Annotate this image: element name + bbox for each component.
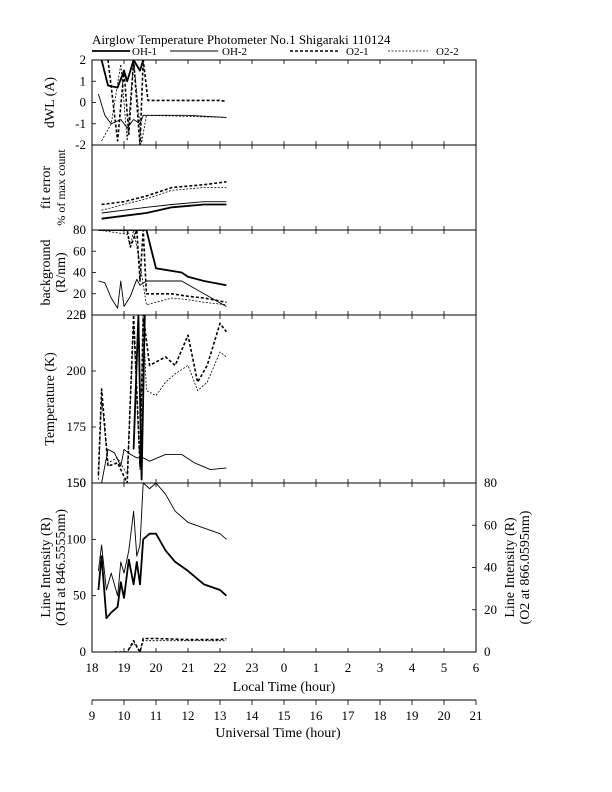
legend-label-oh-1: OH-1: [132, 46, 157, 58]
y-axis-title: fit error: [39, 166, 54, 209]
x2-tick-label: 17: [342, 708, 356, 723]
series-line-o2-2: [114, 640, 227, 652]
y-axis-title: Line Intensity (R): [39, 517, 54, 618]
y-tick-label: 60: [73, 243, 86, 258]
x-tick-label: 2: [345, 660, 352, 675]
x2-tick-label: 10: [118, 708, 131, 723]
x2-tick-label: 19: [406, 708, 419, 723]
y-axis-title: background: [39, 239, 54, 305]
x-tick-label: 23: [246, 660, 259, 675]
series-line-o2-1: [97, 315, 228, 483]
x-tick-label: 20: [150, 660, 163, 675]
y-right-axis-title: Line Intensity (R): [503, 517, 518, 618]
y-tick-label: 20: [73, 286, 86, 301]
x-tick-label: 18: [86, 660, 99, 675]
y-tick-label: 200: [67, 363, 87, 378]
x-tick-label: 3: [377, 660, 384, 675]
panel-3: 80 60 40 20 0 background (R/nm): [39, 222, 477, 322]
series-line-o2-2: [101, 60, 227, 144]
x2-tick-label: 12: [182, 708, 195, 723]
y-tick-label: 150: [67, 475, 87, 490]
x-tick-label: 6: [473, 660, 480, 675]
y-tick-label: 0: [80, 644, 87, 659]
series-line-oh-2: [98, 278, 227, 309]
panel-1: 2 1 0 -1 -2 dWL (A): [43, 52, 477, 152]
panel-4: 225 200 175 150 Temperature (K): [43, 307, 477, 490]
x2-tick-label: 11: [150, 708, 163, 723]
x2-tick-label: 9: [89, 708, 96, 723]
legend-label-oh-2: OH-2: [222, 46, 247, 58]
x-tick-label: 1: [313, 660, 320, 675]
chart-title: Airglow Temperature Photometer No.1 Shig…: [92, 32, 391, 47]
legend: OH-1 OH-2 O2-1 O2-2: [92, 46, 459, 58]
series-line-o2-1: [107, 60, 227, 145]
y-tick-label: 225: [67, 307, 87, 322]
series-line-oh-1: [98, 230, 227, 287]
series-line-o2-2: [101, 187, 227, 211]
x2-tick-label: 15: [278, 708, 291, 723]
series-line-o2-2: [98, 315, 227, 480]
y-tick-label: 50: [73, 588, 86, 603]
y-tick-label: 2: [80, 52, 87, 67]
y-right-tick-label: 80: [484, 475, 497, 490]
panel-frame: [91, 144, 477, 231]
y-right-tick-label: 0: [484, 644, 491, 659]
series-line-oh-1: [100, 60, 145, 89]
y-axis-title: Temperature (K): [43, 352, 58, 446]
y-tick-label: 150: [67, 475, 87, 490]
series-line-o2-1: [98, 230, 227, 304]
y-axis-title: (R/nm): [54, 252, 69, 293]
y-tick-label: -1: [75, 116, 86, 131]
x2-tick-label: 21: [470, 708, 483, 723]
y-tick-label: 1: [80, 73, 87, 88]
y-tick-label: 100: [67, 531, 87, 546]
x2-axis-title: Universal Time (hour): [215, 726, 341, 741]
series-line-oh-1: [97, 532, 227, 620]
y-right-tick-label: 60: [484, 517, 497, 532]
x2-tick-label: 13: [214, 708, 227, 723]
x-tick-label: 21: [182, 660, 195, 675]
y-axis-title: % of max count: [54, 149, 68, 226]
x2-tick-label: 18: [374, 708, 387, 723]
y-tick-label: -2: [75, 137, 86, 152]
x2-tick-label: 14: [246, 708, 260, 723]
x2-tick-label: 16: [310, 708, 324, 723]
series-line-oh-2: [97, 93, 227, 129]
y-tick-label: 0: [80, 95, 87, 110]
y-axis-title: dWL (A): [43, 77, 58, 129]
y-tick-label: 40: [73, 265, 86, 280]
x-axis-title: Local Time (hour): [233, 680, 336, 695]
y-tick-label: 80: [73, 222, 86, 237]
series-line-oh-2: [101, 448, 227, 483]
panel-frame: [91, 314, 477, 484]
legend-label-o2-1: O2-1: [346, 46, 369, 58]
x-tick-label: 22: [214, 660, 227, 675]
y-tick-label: 0: [80, 307, 87, 322]
panel-2: fit error% of max count: [39, 144, 477, 231]
x-tick-label: 19: [118, 660, 131, 675]
series-line-oh-2: [101, 201, 227, 214]
x-axis-universal: 9 10 11 12 13 14 15 16 17 18 19 20 21 Universal Time …: [89, 699, 483, 741]
panel-frame: [91, 59, 477, 146]
series-line-oh-1: [101, 203, 227, 220]
y-tick-label: 175: [67, 419, 87, 434]
x-tick-label: 0: [281, 660, 288, 675]
y-right-tick-label: 20: [484, 602, 497, 617]
y-right-axis-title: (O2 at 866.0595nm): [518, 510, 533, 624]
x-tick-label: 4: [409, 660, 416, 675]
legend-label-o2-2: O2-2: [436, 46, 459, 58]
x2-tick-label: 20: [438, 708, 451, 723]
series-line-oh-2: [97, 483, 227, 597]
panel-frame: [91, 482, 477, 653]
x-tick-label: 5: [441, 660, 448, 675]
series-line-o2-2: [98, 230, 227, 306]
y-axis-title: (OH at 846.5555nm): [54, 509, 69, 626]
y-right-tick-label: 40: [484, 560, 497, 575]
